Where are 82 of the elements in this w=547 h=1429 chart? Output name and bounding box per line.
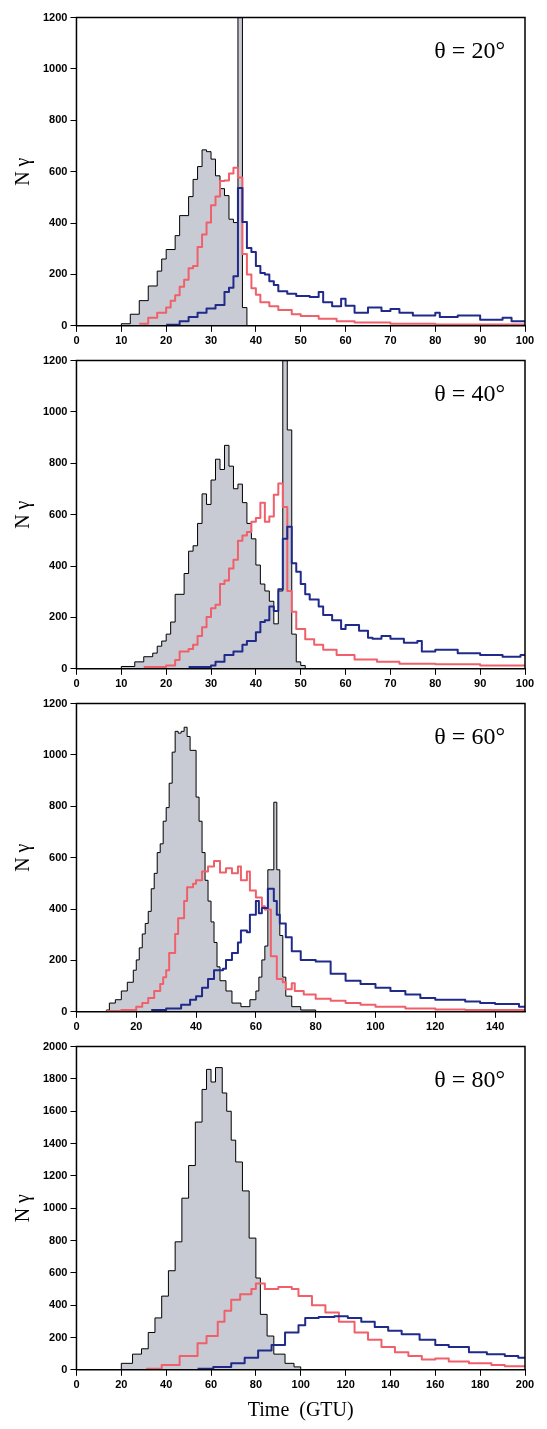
x-tick-label: 40 bbox=[249, 334, 263, 347]
x-tick-label: 20 bbox=[115, 1378, 128, 1391]
y-tick-label: 0 bbox=[61, 318, 68, 331]
x-tick-label: 80 bbox=[429, 677, 442, 690]
y-tick-label: 0 bbox=[61, 661, 68, 674]
y-tick-label: 1200 bbox=[42, 353, 68, 366]
x-tick-label: 60 bbox=[339, 334, 352, 347]
y-tick-label: 1000 bbox=[42, 1201, 68, 1214]
x-tick-label: 100 bbox=[515, 334, 535, 347]
x-tick-label: 20 bbox=[160, 334, 173, 347]
y-tick-label: 400 bbox=[49, 559, 68, 572]
y-tick-label: 800 bbox=[49, 456, 68, 469]
y-tick-label: 600 bbox=[49, 850, 68, 863]
y-tick-label: 1200 bbox=[42, 696, 68, 709]
x-tick-label: 90 bbox=[474, 677, 487, 690]
x-tick-label: 70 bbox=[384, 677, 397, 690]
y-tick-label: 400 bbox=[49, 902, 68, 915]
x-tick-label: 40 bbox=[189, 1020, 203, 1033]
y-axis-title: N γ bbox=[11, 500, 35, 529]
x-tick-label: 140 bbox=[381, 1378, 400, 1391]
x-tick-label: 60 bbox=[204, 1378, 218, 1391]
annotation: θ = 60° bbox=[434, 722, 505, 749]
x-tick-label: 0 bbox=[73, 677, 80, 690]
x-tick-label: 100 bbox=[515, 677, 535, 690]
y-tick-label: 200 bbox=[49, 267, 68, 280]
y-axis-title: N γ bbox=[11, 1193, 35, 1223]
x-tick-label: 40 bbox=[160, 1378, 173, 1391]
x-tick-label: 10 bbox=[115, 677, 128, 690]
y-tick-label: 400 bbox=[49, 216, 68, 229]
annotation: θ = 40° bbox=[434, 379, 505, 406]
x-tick-label: 30 bbox=[204, 677, 218, 690]
x-tick-label: 120 bbox=[426, 1020, 445, 1033]
y-tick-label: 600 bbox=[49, 1265, 68, 1278]
x-tick-label: 160 bbox=[426, 1378, 445, 1391]
y-tick-label: 400 bbox=[49, 1298, 68, 1311]
annotation: θ = 20° bbox=[434, 36, 505, 63]
x-tick-label: 60 bbox=[339, 677, 352, 690]
y-tick-label: 600 bbox=[49, 507, 68, 520]
x-tick-label: 60 bbox=[249, 1020, 263, 1033]
x-tick-label: 180 bbox=[470, 1378, 490, 1391]
y-tick-label: 200 bbox=[49, 1330, 68, 1343]
y-tick-label: 1200 bbox=[42, 1168, 68, 1181]
y-tick-label: 600 bbox=[49, 164, 68, 177]
y-tick-label: 1400 bbox=[42, 1136, 68, 1149]
y-axis-title: N γ bbox=[11, 157, 35, 186]
y-tick-label: 1000 bbox=[42, 62, 68, 74]
x-tick-label: 100 bbox=[291, 1378, 310, 1391]
y-tick-label: 0 bbox=[61, 1362, 68, 1375]
y-tick-label: 1200 bbox=[42, 10, 68, 23]
x-tick-label: 80 bbox=[429, 334, 442, 347]
x-tick-label: 80 bbox=[249, 1378, 263, 1391]
y-axis-title: N γ bbox=[11, 843, 35, 872]
annotation: θ = 80° bbox=[434, 1065, 505, 1092]
x-axis-title: Time (GTU) bbox=[247, 1398, 354, 1422]
x-tick-label: 100 bbox=[366, 1020, 385, 1033]
y-tick-label: 2000 bbox=[42, 1039, 68, 1052]
x-tick-label: 80 bbox=[309, 1020, 322, 1033]
x-tick-label: 30 bbox=[204, 334, 218, 347]
x-tick-label: 20 bbox=[160, 677, 173, 690]
y-tick-label: 0 bbox=[61, 1004, 68, 1017]
x-tick-label: 140 bbox=[485, 1020, 505, 1033]
y-tick-label: 800 bbox=[49, 799, 68, 812]
x-tick-label: 90 bbox=[474, 334, 487, 347]
x-tick-label: 0 bbox=[73, 1020, 80, 1033]
x-tick-label: 10 bbox=[115, 334, 128, 347]
x-tick-label: 0 bbox=[73, 1378, 80, 1391]
x-tick-label: 50 bbox=[294, 677, 307, 690]
x-tick-label: 0 bbox=[73, 334, 80, 347]
y-tick-label: 1800 bbox=[42, 1071, 68, 1084]
x-tick-label: 20 bbox=[130, 1020, 143, 1033]
y-tick-label: 1000 bbox=[42, 405, 68, 417]
x-tick-label: 200 bbox=[515, 1378, 535, 1391]
y-tick-label: 800 bbox=[49, 113, 68, 126]
y-tick-label: 200 bbox=[49, 610, 68, 623]
y-tick-label: 200 bbox=[49, 953, 68, 966]
x-tick-label: 50 bbox=[294, 334, 307, 347]
y-tick-label: 800 bbox=[49, 1233, 68, 1246]
y-tick-label: 1000 bbox=[42, 748, 68, 760]
x-tick-label: 70 bbox=[384, 334, 397, 347]
x-tick-label: 40 bbox=[249, 677, 263, 690]
y-tick-label: 1600 bbox=[42, 1104, 68, 1117]
x-tick-label: 120 bbox=[336, 1378, 355, 1391]
